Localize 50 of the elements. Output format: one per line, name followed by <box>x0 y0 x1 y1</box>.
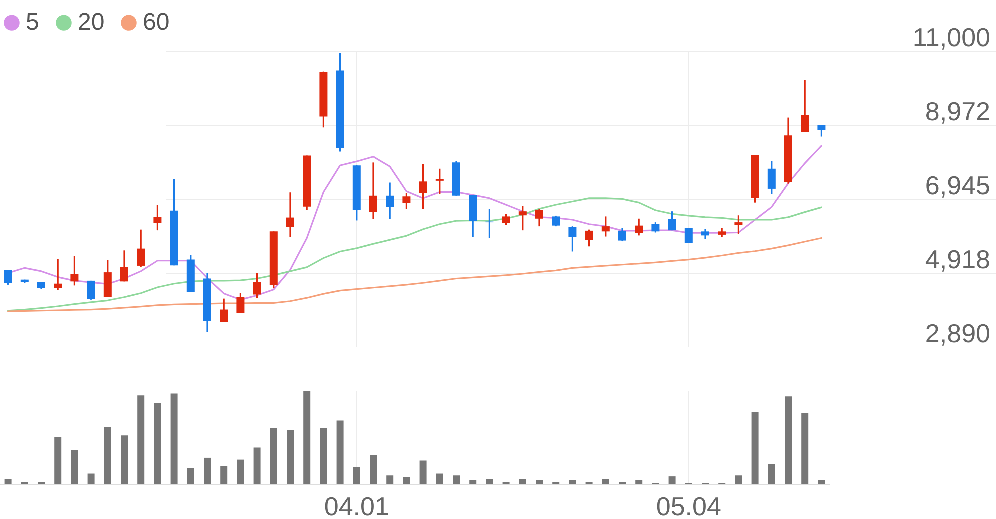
bar <box>254 448 261 484</box>
bar <box>486 479 494 484</box>
bar <box>270 428 278 484</box>
legend-label: 20 <box>78 9 105 36</box>
bar <box>170 394 178 484</box>
bar <box>121 436 128 484</box>
bar <box>785 396 792 484</box>
bar <box>420 460 427 484</box>
legend-label: 60 <box>143 9 170 36</box>
bar <box>353 467 360 484</box>
bar <box>304 391 311 484</box>
bar <box>88 474 95 484</box>
bar <box>287 430 294 484</box>
bar <box>237 460 244 484</box>
bar <box>138 396 145 484</box>
x-tick-label: 05.04 <box>656 492 722 519</box>
bar <box>403 477 410 484</box>
bar <box>154 403 162 484</box>
bar <box>436 474 444 484</box>
y-tick-label: 8,972 <box>925 96 990 127</box>
bar <box>735 476 742 484</box>
bar <box>370 455 377 484</box>
bar <box>336 420 344 484</box>
bar <box>386 476 394 484</box>
bar <box>71 450 78 484</box>
bar <box>4 479 12 484</box>
bar <box>320 428 328 484</box>
bar <box>818 480 826 484</box>
legend-label: 5 <box>26 9 40 36</box>
bar <box>204 458 211 484</box>
bar <box>768 464 776 484</box>
y-tick-label: 11,000 <box>912 22 990 52</box>
bar <box>536 480 543 484</box>
bar <box>602 479 610 484</box>
bar <box>220 466 228 484</box>
bar <box>519 479 526 484</box>
bar <box>668 476 676 484</box>
y-tick-label: 4,918 <box>925 244 990 274</box>
y-tick-label: 6,945 <box>925 170 990 200</box>
bar <box>470 480 477 484</box>
bar <box>453 476 460 484</box>
bar <box>187 468 194 484</box>
y-tick-label: 2,890 <box>925 318 990 348</box>
bar <box>104 427 112 484</box>
x-tick-label: 04.01 <box>324 492 390 519</box>
bar <box>54 438 62 484</box>
bar <box>802 413 809 484</box>
bar <box>569 480 576 484</box>
bar <box>636 480 643 484</box>
bar <box>752 412 759 484</box>
